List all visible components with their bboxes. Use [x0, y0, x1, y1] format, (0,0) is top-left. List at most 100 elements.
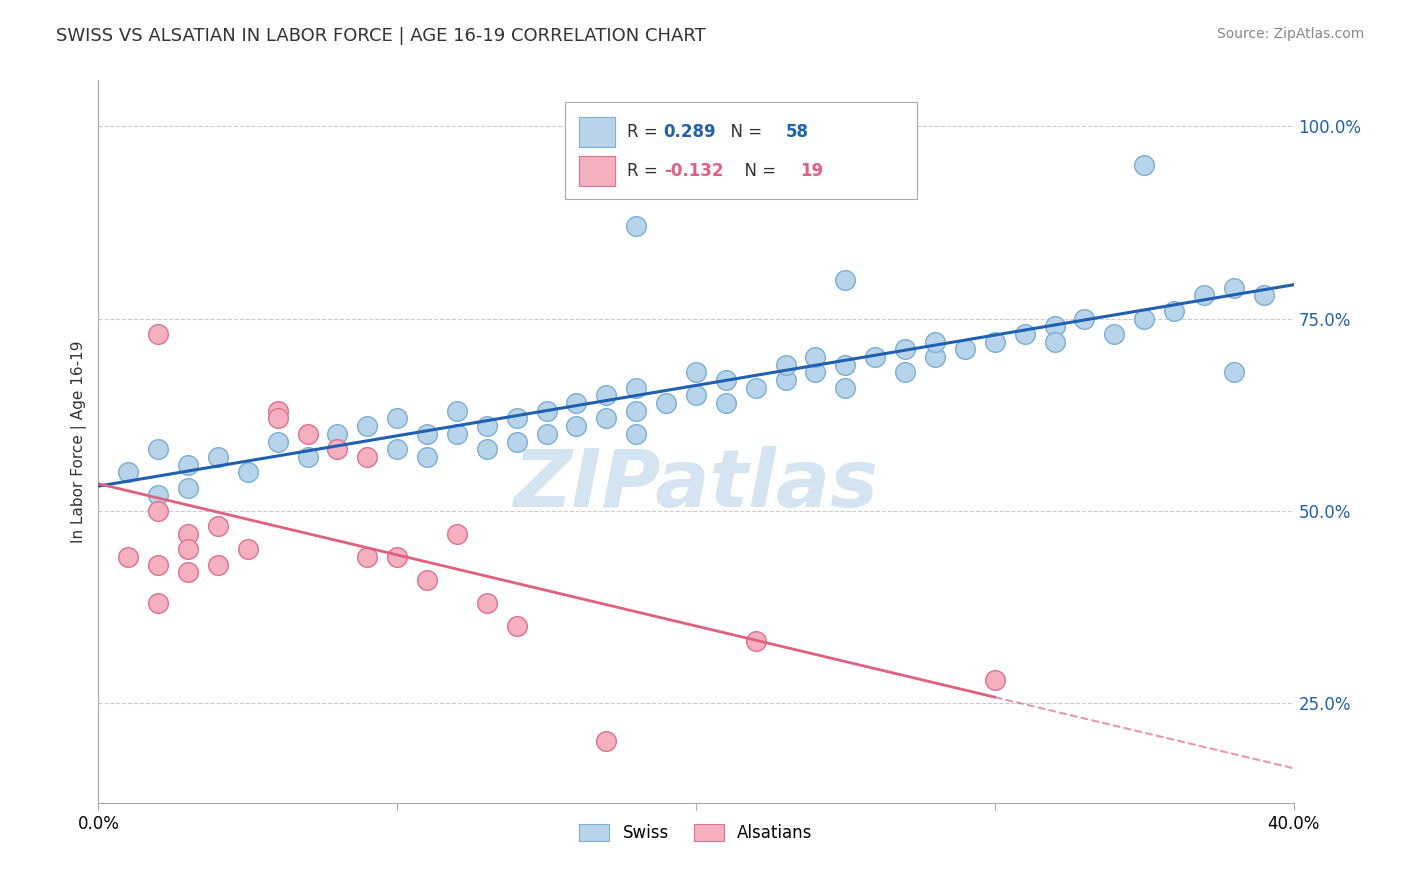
Point: [834, 273, 856, 287]
Point: [685, 365, 707, 379]
Point: [117, 549, 139, 564]
Point: [148, 596, 170, 610]
Point: [1014, 326, 1036, 341]
Point: [1192, 288, 1215, 302]
Point: [177, 458, 200, 472]
Text: Source: ZipAtlas.com: Source: ZipAtlas.com: [1216, 27, 1364, 41]
Text: SWISS VS ALSATIAN IN LABOR FORCE | AGE 16-19 CORRELATION CHART: SWISS VS ALSATIAN IN LABOR FORCE | AGE 1…: [56, 27, 706, 45]
Point: [1223, 281, 1246, 295]
Point: [356, 419, 378, 434]
Point: [416, 450, 439, 464]
Point: [924, 334, 946, 349]
Text: N =: N =: [734, 162, 782, 180]
Point: [148, 326, 170, 341]
Point: [506, 411, 529, 425]
Point: [1223, 365, 1246, 379]
Point: [446, 526, 468, 541]
Point: [446, 404, 468, 418]
Point: [267, 404, 290, 418]
Point: [356, 450, 378, 464]
Point: [177, 481, 200, 495]
Text: R =: R =: [627, 123, 662, 141]
Point: [775, 373, 797, 387]
Point: [236, 542, 259, 557]
Point: [834, 381, 856, 395]
Point: [894, 343, 917, 357]
Point: [714, 396, 737, 410]
Point: [177, 526, 200, 541]
Point: [1104, 326, 1126, 341]
Point: [117, 465, 139, 479]
Point: [595, 734, 617, 748]
Text: 0.289: 0.289: [664, 123, 716, 141]
Legend: Swiss, Alsatians: Swiss, Alsatians: [572, 817, 820, 848]
Point: [177, 542, 200, 557]
Point: [1133, 311, 1156, 326]
Point: [385, 442, 409, 457]
Point: [1253, 288, 1275, 302]
Point: [297, 450, 319, 464]
Point: [804, 350, 827, 364]
Point: [385, 549, 409, 564]
Point: [297, 426, 319, 441]
Point: [267, 411, 290, 425]
Point: [865, 350, 887, 364]
Point: [236, 465, 259, 479]
Bar: [579, 117, 614, 147]
Text: 58: 58: [786, 123, 808, 141]
Point: [267, 434, 290, 449]
Point: [804, 365, 827, 379]
Point: [984, 673, 1007, 687]
Point: [1043, 319, 1066, 334]
Point: [326, 426, 349, 441]
Point: [446, 426, 468, 441]
Point: [745, 634, 768, 648]
Point: [356, 549, 378, 564]
Text: R =: R =: [627, 162, 662, 180]
Point: [385, 411, 409, 425]
Point: [685, 388, 707, 402]
Point: [745, 381, 768, 395]
Point: [207, 450, 229, 464]
Text: -0.132: -0.132: [664, 162, 723, 180]
Point: [416, 426, 439, 441]
Point: [565, 396, 588, 410]
Point: [834, 358, 856, 372]
Point: [953, 343, 976, 357]
Point: [1043, 334, 1066, 349]
Point: [536, 426, 558, 441]
Point: [775, 358, 797, 372]
Point: [148, 558, 170, 572]
FancyBboxPatch shape: [565, 102, 917, 200]
Point: [506, 619, 529, 633]
Text: ZIPatlas: ZIPatlas: [513, 446, 879, 524]
Point: [714, 373, 737, 387]
Point: [1133, 158, 1156, 172]
Point: [655, 396, 678, 410]
Point: [1163, 304, 1185, 318]
Point: [894, 365, 917, 379]
Point: [326, 442, 349, 457]
Point: [595, 388, 617, 402]
Y-axis label: In Labor Force | Age 16-19: In Labor Force | Age 16-19: [72, 340, 87, 543]
Point: [475, 419, 498, 434]
Point: [416, 573, 439, 587]
Point: [506, 434, 529, 449]
Bar: [579, 156, 614, 186]
Point: [475, 442, 498, 457]
Point: [148, 442, 170, 457]
Text: 19: 19: [800, 162, 823, 180]
Point: [626, 404, 648, 418]
Point: [475, 596, 498, 610]
Point: [626, 426, 648, 441]
Point: [207, 558, 229, 572]
Point: [207, 519, 229, 533]
Point: [924, 350, 946, 364]
Point: [1073, 311, 1095, 326]
Point: [148, 504, 170, 518]
Point: [536, 404, 558, 418]
Point: [177, 565, 200, 579]
Point: [626, 219, 648, 234]
Point: [984, 334, 1007, 349]
Point: [565, 419, 588, 434]
